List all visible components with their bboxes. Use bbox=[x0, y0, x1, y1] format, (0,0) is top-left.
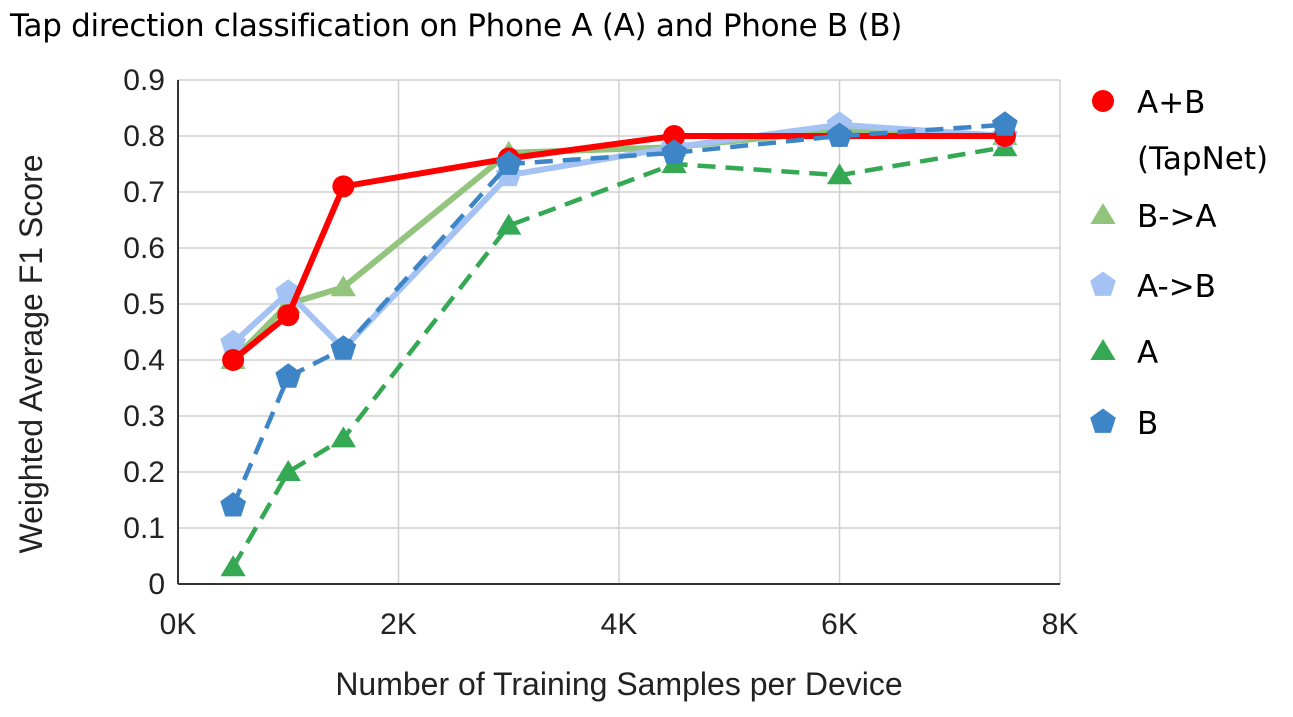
axes: 0 0.1 0.2 0.3 0.4 0.5 0.6 0.7 0.8 0.9 0K 2K 4K 6K 8K bbox=[123, 64, 1078, 641]
legend-label: A bbox=[1137, 335, 1158, 371]
legend-item-a-b: A->B bbox=[1090, 269, 1216, 305]
legend-label: A+B bbox=[1137, 85, 1205, 121]
legend-marker bbox=[1090, 203, 1116, 224]
grid bbox=[178, 79, 1061, 584]
legend-marker bbox=[1092, 90, 1114, 112]
data-point bbox=[220, 555, 246, 577]
x-axis-title: Number of Training Samples per Device bbox=[335, 666, 902, 702]
y-tick-label: 0.2 bbox=[123, 456, 165, 489]
series-layer bbox=[220, 111, 1018, 577]
legend-item-a: A bbox=[1090, 335, 1158, 371]
data-point bbox=[220, 492, 246, 517]
data-point bbox=[222, 349, 245, 371]
data-point bbox=[275, 460, 301, 481]
data-point bbox=[496, 213, 522, 235]
y-axis-title: Weighted Average F1 Score bbox=[13, 154, 49, 553]
data-point bbox=[330, 426, 356, 448]
y-tick-label: 0.8 bbox=[123, 120, 165, 153]
legend-item-b-a: B->A bbox=[1090, 199, 1217, 235]
data-point bbox=[661, 139, 687, 164]
legend: A+B (TapNet) B->A A->B AB bbox=[1090, 85, 1268, 442]
x-tick-label: 6K bbox=[821, 608, 858, 641]
y-tick-label: 0.4 bbox=[123, 344, 165, 377]
legend-marker bbox=[1090, 408, 1116, 433]
legend-label: B bbox=[1137, 406, 1158, 442]
data-point bbox=[277, 304, 300, 327]
legend-label: A->B bbox=[1137, 269, 1216, 305]
legend-label: B->A bbox=[1137, 199, 1217, 235]
legend-item-b: B bbox=[1090, 406, 1158, 442]
legend-marker bbox=[1090, 271, 1116, 296]
data-point bbox=[220, 329, 246, 355]
x-tick-label: 4K bbox=[601, 608, 638, 641]
legend-label: (TapNet) bbox=[1137, 141, 1268, 177]
legend-item-a-b-tapnet: A+B (TapNet) bbox=[1092, 85, 1268, 177]
data-point bbox=[826, 163, 853, 185]
data-point bbox=[663, 125, 686, 147]
y-tick-label: 0.5 bbox=[123, 288, 165, 321]
y-tick-label: 0.7 bbox=[123, 176, 165, 209]
legend-marker bbox=[1090, 339, 1116, 360]
data-point bbox=[992, 111, 1018, 136]
x-tick-label: 2K bbox=[380, 608, 417, 641]
x-tick-label: 0K bbox=[160, 608, 197, 641]
data-point bbox=[330, 335, 357, 360]
series-b bbox=[220, 111, 1018, 517]
y-tick-label: 0.1 bbox=[123, 512, 165, 545]
data-point bbox=[826, 122, 853, 147]
y-tick-label: 0.9 bbox=[123, 64, 165, 97]
y-tick-label: 0.3 bbox=[123, 400, 165, 433]
data-point bbox=[495, 150, 522, 175]
y-tick-label: 0.6 bbox=[123, 232, 165, 265]
y-tick-label: 0 bbox=[148, 568, 165, 601]
x-tick-label: 8K bbox=[1042, 608, 1079, 641]
data-point bbox=[275, 363, 302, 388]
data-point bbox=[330, 275, 356, 297]
chart-title: Tap direction classification on Phone A … bbox=[10, 8, 903, 44]
data-point bbox=[332, 175, 355, 198]
